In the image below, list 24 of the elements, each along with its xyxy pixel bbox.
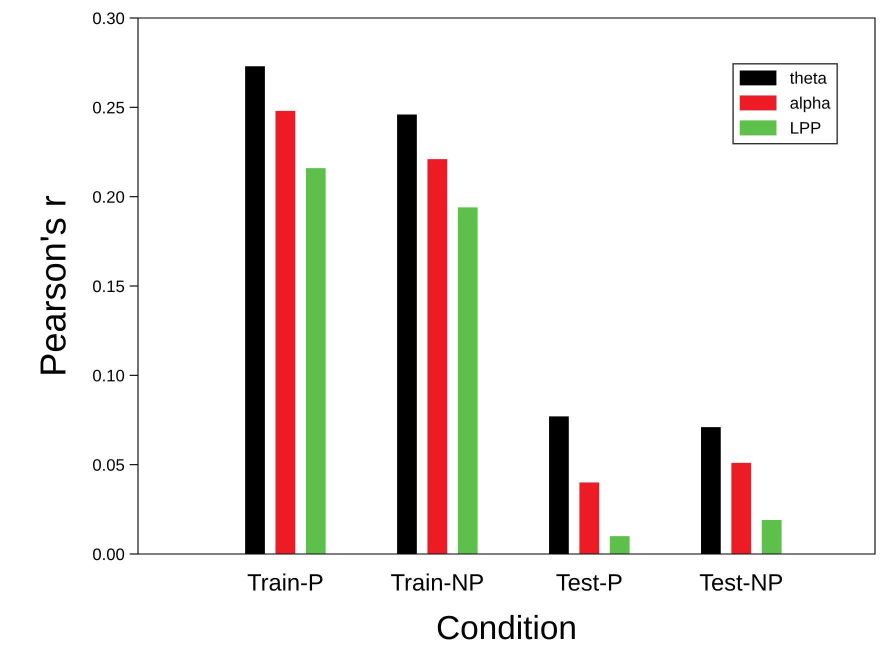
bar bbox=[731, 462, 752, 554]
x-tick-label: Test-NP bbox=[700, 574, 782, 591]
bar bbox=[762, 520, 782, 554]
y-tick-label: 0.00 bbox=[93, 548, 124, 560]
x-tick-label: Train-P bbox=[248, 573, 322, 591]
y-axis-title: Pearson's r bbox=[40, 196, 66, 374]
legend-label: theta bbox=[790, 72, 827, 84]
bar bbox=[276, 110, 296, 554]
bar bbox=[579, 482, 600, 554]
y-tick-label: 0.15 bbox=[93, 280, 124, 292]
bar bbox=[610, 536, 630, 554]
y-tick-label: 0.30 bbox=[93, 12, 124, 24]
legend-label: LPP bbox=[791, 122, 820, 134]
y-tick-label: 0.05 bbox=[93, 459, 124, 471]
bar bbox=[458, 207, 478, 554]
bar bbox=[306, 168, 326, 554]
x-tick-label: Test-P bbox=[556, 574, 622, 591]
x-axis-title: Condition bbox=[438, 614, 575, 640]
x-tick-label: Train-NP bbox=[391, 573, 483, 591]
y-tick-label: 0.10 bbox=[93, 370, 124, 382]
bar bbox=[427, 159, 448, 554]
y-tick-label: 0.25 bbox=[93, 102, 124, 114]
legend-label: alpha bbox=[790, 96, 831, 112]
y-tick-label: 0.20 bbox=[93, 191, 124, 203]
